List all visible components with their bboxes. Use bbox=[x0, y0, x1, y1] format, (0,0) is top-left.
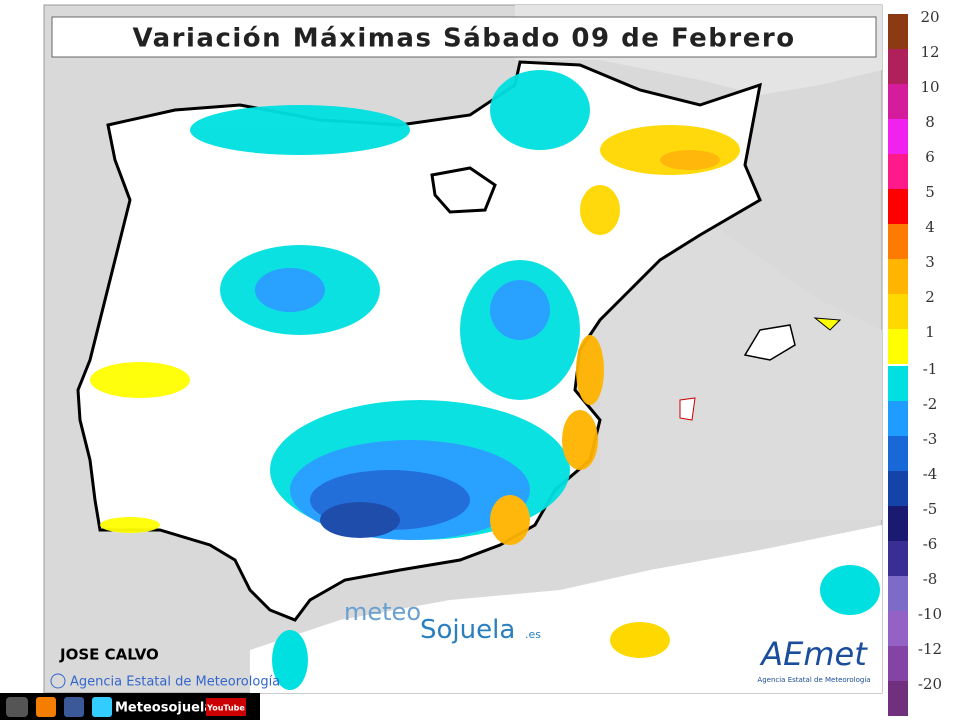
legend-swatch bbox=[888, 329, 908, 364]
footer-handle: Meteosojuela bbox=[115, 701, 213, 716]
legend-label: -20 bbox=[918, 675, 942, 693]
legend-label: 20 bbox=[920, 8, 939, 26]
legend-swatch bbox=[888, 576, 908, 611]
legend-label: -2 bbox=[923, 395, 938, 413]
legend-label: -6 bbox=[923, 535, 938, 553]
blob bbox=[660, 150, 720, 170]
legend-label: 8 bbox=[925, 113, 935, 131]
legend-swatch bbox=[888, 294, 908, 329]
logo-box bbox=[748, 625, 880, 691]
legend-label: -8 bbox=[923, 570, 938, 588]
author: JOSE CALVO bbox=[59, 646, 159, 664]
legend-label: -3 bbox=[923, 430, 938, 448]
legend-swatch bbox=[888, 259, 908, 294]
legend-swatch bbox=[888, 471, 908, 506]
legend-label: 10 bbox=[920, 78, 939, 96]
blob bbox=[320, 502, 400, 538]
copyright: Agencia Estatal de Meteorología bbox=[70, 675, 280, 690]
logo-subtitle: Agencia Estatal de Meteorología bbox=[757, 676, 870, 684]
watermark: .es bbox=[525, 628, 541, 641]
legend-label: 1 bbox=[925, 323, 935, 341]
legend-swatch bbox=[888, 154, 908, 189]
blob bbox=[490, 280, 550, 340]
watermark: meteo bbox=[344, 598, 421, 626]
blob bbox=[255, 268, 325, 312]
africa bbox=[250, 525, 882, 693]
blob bbox=[580, 185, 620, 235]
legend-swatch bbox=[888, 611, 908, 646]
legend-label: -4 bbox=[923, 465, 938, 483]
youtube-icon bbox=[206, 698, 246, 716]
legend-swatch bbox=[888, 436, 908, 471]
legend-label: 6 bbox=[925, 148, 935, 166]
mallorca bbox=[743, 324, 796, 361]
blob bbox=[190, 105, 410, 155]
ibiza bbox=[679, 397, 696, 421]
legend-swatch bbox=[888, 366, 908, 401]
blob bbox=[562, 410, 598, 470]
blob bbox=[490, 495, 530, 545]
legend: 20 12 10 8 6 5 4 3 2 1 -1 -2 -3 -4 -5 -6 -8 -10 -12 -20 bbox=[888, 8, 942, 716]
legend-label: 12 bbox=[920, 43, 939, 61]
youtube-label: YouTube bbox=[206, 704, 245, 713]
blob bbox=[100, 517, 160, 533]
blob bbox=[90, 362, 190, 398]
legend-swatch bbox=[888, 506, 908, 541]
legend-swatch bbox=[888, 14, 908, 49]
blob bbox=[490, 70, 590, 150]
anomalies bbox=[90, 70, 740, 545]
instagram-icon bbox=[6, 697, 28, 717]
title: Variación Máximas Sábado 09 de Febrero bbox=[132, 24, 795, 54]
legend-swatch bbox=[888, 646, 908, 681]
blogger-icon bbox=[36, 697, 56, 717]
legend-label: -12 bbox=[918, 640, 942, 658]
logo: AEmet bbox=[759, 635, 868, 673]
legend-swatch bbox=[888, 681, 908, 716]
legend-label: 2 bbox=[925, 288, 935, 306]
legend-label: 3 bbox=[925, 253, 935, 271]
legend-label: -5 bbox=[923, 500, 938, 518]
africa-cool bbox=[272, 630, 308, 690]
la-rioja bbox=[430, 166, 497, 214]
blob bbox=[600, 125, 740, 175]
legend-label: -1 bbox=[923, 360, 938, 378]
legend-swatch bbox=[888, 224, 908, 259]
legend-swatch bbox=[888, 119, 908, 154]
twitter-icon bbox=[92, 697, 112, 717]
legend-swatch bbox=[888, 189, 908, 224]
legend-swatch bbox=[888, 49, 908, 84]
africa-cool bbox=[820, 565, 880, 615]
legend-swatch bbox=[888, 401, 908, 436]
legend-swatch bbox=[888, 84, 908, 119]
africa-warm bbox=[610, 622, 670, 658]
legend-label: 5 bbox=[925, 183, 935, 201]
watermark: Sojuela bbox=[420, 615, 515, 645]
menorca bbox=[813, 317, 842, 331]
blob bbox=[576, 335, 604, 405]
legend-label: -10 bbox=[918, 605, 942, 623]
facebook-icon bbox=[64, 697, 84, 717]
legend-swatch bbox=[888, 541, 908, 576]
copyright-icon bbox=[50, 673, 66, 689]
title-box bbox=[51, 16, 877, 58]
sea bbox=[600, 215, 882, 520]
legend-label: 4 bbox=[925, 218, 935, 236]
